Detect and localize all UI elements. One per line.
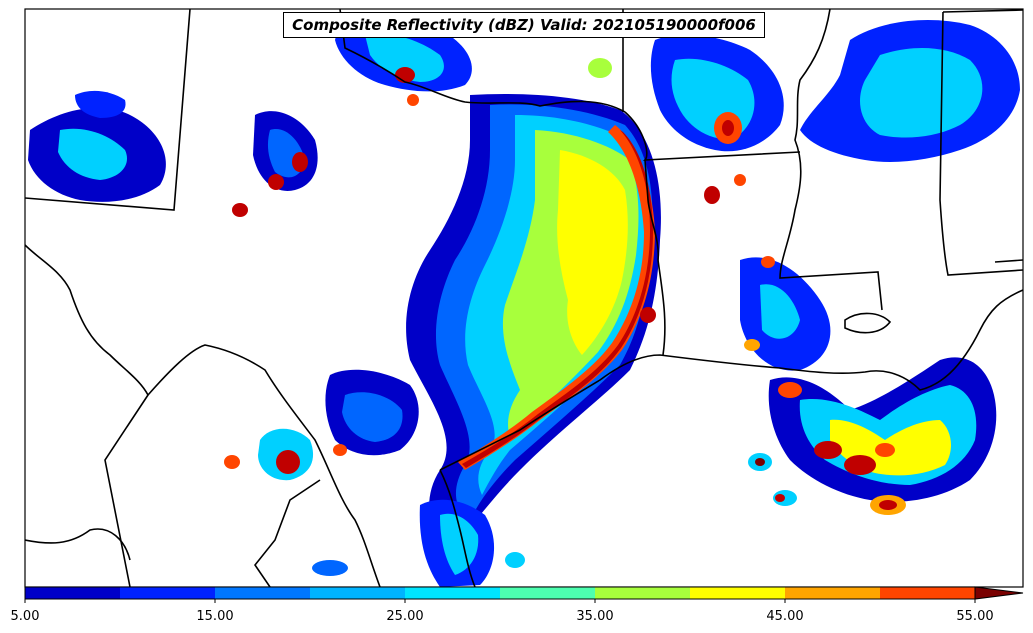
colorbar-tick-label: 55.00	[956, 609, 994, 624]
colorbar-tick-label: 25.00	[386, 609, 424, 624]
colorbar-extend-arrow	[974, 586, 1024, 600]
state-boundaries	[25, 9, 1023, 587]
colorbar-tick-label: 15.00	[196, 609, 234, 624]
colorbar-segment	[690, 587, 786, 599]
colorbar-segment	[405, 587, 501, 599]
reflectivity-field	[28, 15, 1020, 587]
colorbar-border	[24, 586, 976, 600]
colorbar-tick-label: 35.00	[576, 609, 614, 624]
colorbar-tick-label: 5.00	[10, 609, 40, 624]
colorbar-segment	[120, 587, 216, 599]
colorbar	[24, 586, 1024, 603]
colorbar-tick-label: 45.00	[766, 609, 804, 624]
colorbar-segment	[785, 587, 881, 599]
map-title: Composite Reflectivity (dBZ) Valid: 2021…	[283, 12, 765, 38]
colorbar-segment	[215, 587, 311, 599]
colorbar-segment	[310, 587, 406, 599]
coastlines	[439, 259, 1023, 587]
colorbar-segment	[500, 587, 596, 599]
colorbar-segment	[880, 587, 976, 599]
colorbar-segment	[595, 587, 691, 599]
colorbar-segment	[25, 587, 121, 599]
